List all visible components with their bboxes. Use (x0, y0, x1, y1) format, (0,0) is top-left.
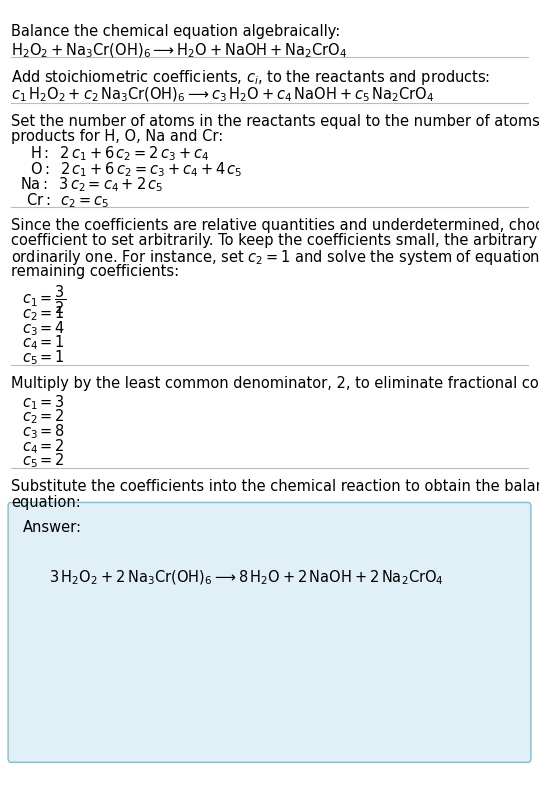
Text: $c_2 = 2$: $c_2 = 2$ (22, 407, 64, 426)
Text: Answer:: Answer: (23, 519, 81, 534)
Text: $c_3 = 4$: $c_3 = 4$ (22, 319, 65, 337)
Text: remaining coefficients:: remaining coefficients: (11, 264, 179, 278)
Text: Set the number of atoms in the reactants equal to the number of atoms in the: Set the number of atoms in the reactants… (11, 114, 539, 128)
Text: coefficient to set arbitrarily. To keep the coefficients small, the arbitrary va: coefficient to set arbitrarily. To keep … (11, 233, 539, 247)
Text: $c_1 = \dfrac{3}{2}$: $c_1 = \dfrac{3}{2}$ (22, 283, 66, 315)
Text: $\mathrm{Na:}\;\; 3\,c_2 = c_4 + 2\,c_5$: $\mathrm{Na:}\;\; 3\,c_2 = c_4 + 2\,c_5$ (20, 175, 164, 194)
Text: $c_1\,\mathrm{H_2O_2} + c_2\,\mathrm{Na_3Cr(OH)_6} \longrightarrow c_3\,\mathrm{: $c_1\,\mathrm{H_2O_2} + c_2\,\mathrm{Na_… (11, 85, 434, 104)
Text: $c_2 = 1$: $c_2 = 1$ (22, 304, 64, 323)
Text: Add stoichiometric coefficients, $c_i$, to the reactants and products:: Add stoichiometric coefficients, $c_i$, … (11, 68, 490, 87)
Text: $\mathrm{H_2O_2 + Na_3Cr(OH)_6 \longrightarrow H_2O + NaOH + Na_2CrO_4}$: $\mathrm{H_2O_2 + Na_3Cr(OH)_6 \longrigh… (11, 41, 347, 60)
Text: Balance the chemical equation algebraically:: Balance the chemical equation algebraica… (11, 24, 340, 39)
FancyBboxPatch shape (8, 503, 531, 762)
Text: equation:: equation: (11, 494, 80, 508)
Text: products for H, O, Na and Cr:: products for H, O, Na and Cr: (11, 129, 223, 144)
Text: $c_4 = 2$: $c_4 = 2$ (22, 436, 64, 455)
Text: $c_5 = 1$: $c_5 = 1$ (22, 348, 64, 367)
Text: $3\,\mathrm{H_2O_2} + 2\,\mathrm{Na_3Cr(OH)_6} \longrightarrow 8\,\mathrm{H_2O} : $3\,\mathrm{H_2O_2} + 2\,\mathrm{Na_3Cr(… (49, 568, 444, 586)
Text: $\mathrm{O:}\;\; 2\,c_1 + 6\,c_2 = c_3 + c_4 + 4\,c_5$: $\mathrm{O:}\;\; 2\,c_1 + 6\,c_2 = c_3 +… (30, 160, 242, 178)
Text: $\mathrm{H:}\;\; 2\,c_1 + 6\,c_2 = 2\,c_3 + c_4$: $\mathrm{H:}\;\; 2\,c_1 + 6\,c_2 = 2\,c_… (30, 144, 209, 163)
Text: $c_3 = 8$: $c_3 = 8$ (22, 422, 65, 440)
Text: Substitute the coefficients into the chemical reaction to obtain the balanced: Substitute the coefficients into the che… (11, 478, 539, 493)
Text: $c_4 = 1$: $c_4 = 1$ (22, 333, 64, 352)
Text: Since the coefficients are relative quantities and underdetermined, choose a: Since the coefficients are relative quan… (11, 217, 539, 232)
Text: ordinarily one. For instance, set $c_2 = 1$ and solve the system of equations fo: ordinarily one. For instance, set $c_2 =… (11, 248, 539, 267)
Text: $c_5 = 2$: $c_5 = 2$ (22, 451, 64, 470)
Text: $\mathrm{Cr:}\;\; c_2 = c_5$: $\mathrm{Cr:}\;\; c_2 = c_5$ (26, 191, 109, 209)
Text: $c_1 = 3$: $c_1 = 3$ (22, 393, 65, 411)
Text: Multiply by the least common denominator, 2, to eliminate fractional coefficient: Multiply by the least common denominator… (11, 375, 539, 390)
